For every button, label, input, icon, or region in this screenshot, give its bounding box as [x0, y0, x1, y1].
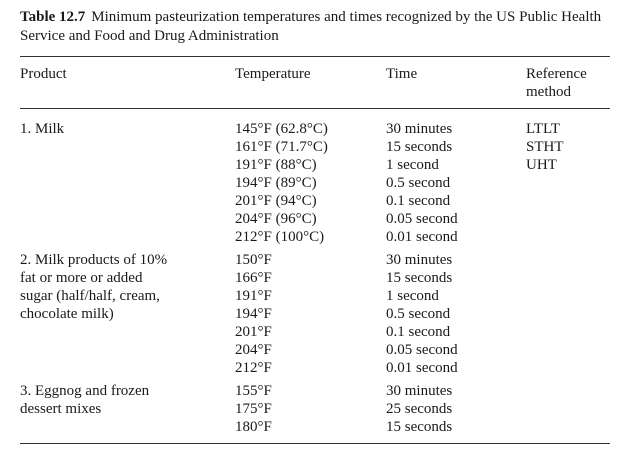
- time-value: 0.01 second: [386, 360, 458, 376]
- top-rule: [20, 56, 610, 57]
- time-value: 0.5 second: [386, 306, 451, 322]
- temperature-value: 201°F (94°C): [235, 193, 317, 209]
- temperature-value: 194°F: [235, 306, 272, 322]
- temperature-list-milk: 145°F (62.8°C) 161°F (71.7°C) 191°F (88°…: [235, 120, 328, 246]
- time-value: 0.01 second: [386, 229, 458, 245]
- table-caption: Table 12.7 Minimum pasteurization tempera…: [20, 8, 610, 46]
- temperature-value: 201°F: [235, 324, 272, 340]
- time-list-milk: 30 minutes 15 seconds 1 second 0.5 secon…: [386, 120, 458, 246]
- product-line: 3. Eggnog and frozen: [20, 383, 150, 399]
- temperature-value: 155°F: [235, 383, 272, 399]
- product-line: chocolate milk): [20, 306, 114, 322]
- product-eggnog: 3. Eggnog and frozen dessert mixes: [20, 382, 149, 418]
- time-value: 15 seconds: [386, 270, 453, 286]
- temperature-value: 180°F: [235, 419, 272, 435]
- temperature-value: 150°F: [235, 252, 272, 268]
- table-title: Minimum pasteurization temperatures and …: [20, 9, 602, 44]
- product-line: 1. Milk: [20, 121, 65, 137]
- header-time: Time: [386, 66, 418, 82]
- temperature-list-eggnog: 155°F 175°F 180°F: [235, 382, 272, 436]
- product-milk: 1. Milk: [20, 120, 64, 138]
- method-value: LTLT: [526, 121, 560, 137]
- temperature-value: 204°F: [235, 342, 272, 358]
- bottom-rule: [20, 443, 610, 444]
- temperature-value: 204°F (96°C): [235, 211, 317, 227]
- time-list-eggnog: 30 minutes 25 seconds 15 seconds: [386, 382, 452, 436]
- table-label: Table 12.7: [20, 9, 86, 25]
- temperature-value: 194°F (89°C): [235, 175, 317, 191]
- temperature-value: 191°F: [235, 288, 272, 304]
- header-reference-method: Reference method: [526, 65, 587, 101]
- header-temperature: Temperature: [235, 66, 311, 82]
- header-product: Product: [20, 66, 67, 82]
- method-list-milk: LTLT STHT UHT: [526, 120, 564, 174]
- product-line: fat or more or added: [20, 270, 143, 286]
- temperature-value: 212°F (100°C): [235, 229, 325, 245]
- product-line: 2. Milk products of 10%: [20, 252, 168, 268]
- temperature-value: 161°F (71.7°C): [235, 139, 328, 155]
- time-value: 0.1 second: [386, 324, 451, 340]
- header-rule: [20, 108, 610, 109]
- method-value: UHT: [526, 157, 557, 173]
- header-reference-line: Reference: [526, 66, 587, 82]
- temperature-value: 191°F (88°C): [235, 157, 317, 173]
- time-value: 15 seconds: [386, 419, 453, 435]
- time-value: 0.5 second: [386, 175, 451, 191]
- header-method-line: method: [526, 84, 571, 100]
- time-value: 0.1 second: [386, 193, 451, 209]
- temperature-value: 166°F: [235, 270, 272, 286]
- product-milk-products: 2. Milk products of 10% fat or more or a…: [20, 251, 167, 323]
- method-value: STHT: [526, 139, 564, 155]
- product-line: sugar (half/half, cream,: [20, 288, 160, 304]
- temperature-value: 212°F: [235, 360, 272, 376]
- temperature-list-milk-products: 150°F 166°F 191°F 194°F 201°F 204°F 212°…: [235, 251, 272, 377]
- product-line: dessert mixes: [20, 401, 102, 417]
- time-value: 1 second: [386, 288, 439, 304]
- time-value: 0.05 second: [386, 211, 458, 227]
- time-list-milk-products: 30 minutes 15 seconds 1 second 0.5 secon…: [386, 251, 458, 377]
- time-value: 30 minutes: [386, 252, 453, 268]
- time-value: 30 minutes: [386, 383, 453, 399]
- time-value: 0.05 second: [386, 342, 458, 358]
- time-value: 1 second: [386, 157, 439, 173]
- time-value: 15 seconds: [386, 139, 453, 155]
- temperature-value: 175°F: [235, 401, 272, 417]
- time-value: 30 minutes: [386, 121, 453, 137]
- temperature-value: 145°F (62.8°C): [235, 121, 328, 137]
- time-value: 25 seconds: [386, 401, 453, 417]
